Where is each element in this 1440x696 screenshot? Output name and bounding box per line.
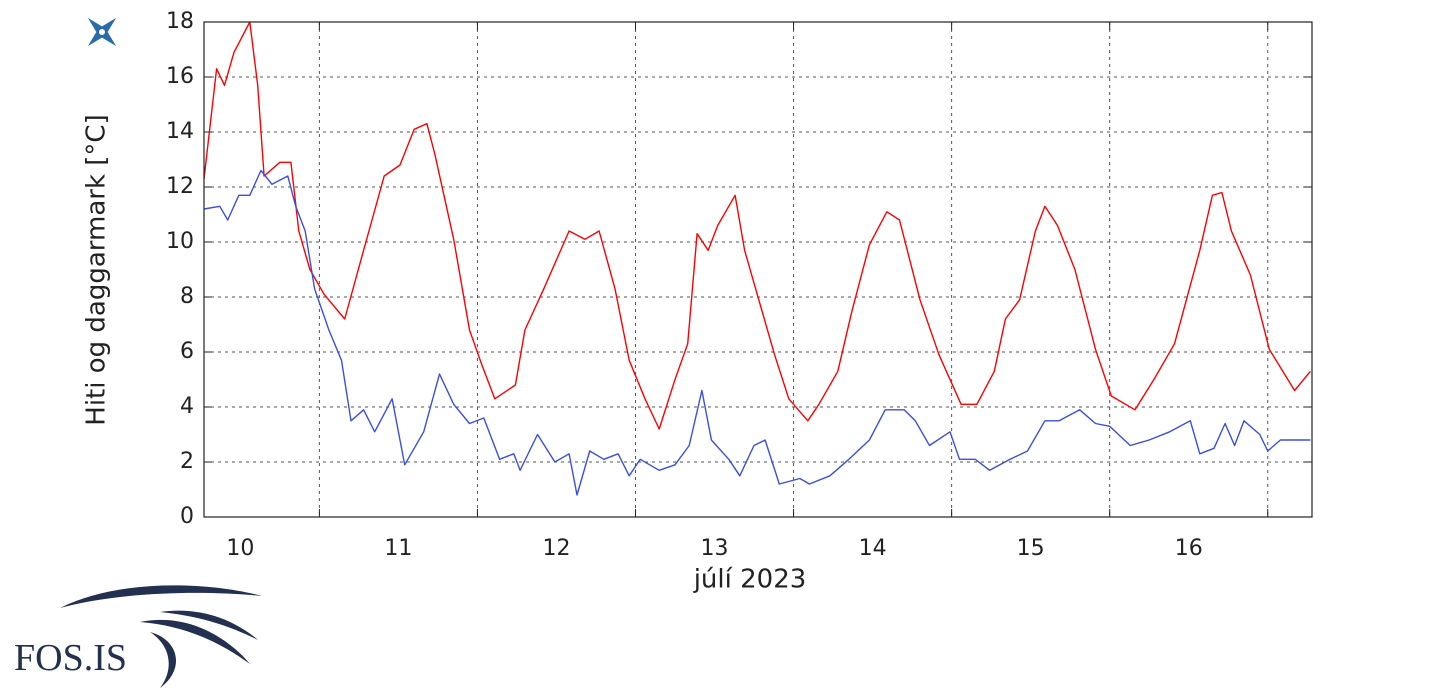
y-tick-label: 2 <box>180 449 194 474</box>
y-tick-label: 16 <box>166 64 194 89</box>
x-tick-label: 14 <box>859 536 887 561</box>
y-tick-label: 14 <box>166 119 194 144</box>
fos-logo: FOS.IS <box>14 585 262 688</box>
data-line <box>203 21 1311 430</box>
y-tick-label: 6 <box>180 339 194 364</box>
met-logo <box>87 17 117 47</box>
y-tick-label: 8 <box>180 284 194 309</box>
y-tick-label: 18 <box>166 9 194 34</box>
x-tick-label: 12 <box>542 536 570 561</box>
y-tick-label: 10 <box>166 229 194 254</box>
y-tick-label: 0 <box>180 504 194 529</box>
x-tick-label: 16 <box>1175 536 1203 561</box>
x-tick-label: 10 <box>226 536 254 561</box>
x-tick-label: 15 <box>1017 536 1045 561</box>
x-axis-label: júlí 2023 <box>693 565 807 595</box>
data-line <box>203 169 1311 496</box>
x-tick-label: 13 <box>701 536 729 561</box>
plot-frame <box>203 21 1313 518</box>
y-tick-label: 12 <box>166 174 194 199</box>
x-tick-label: 11 <box>384 536 412 561</box>
y-tick-label: 4 <box>180 394 194 419</box>
logo-text: FOS.IS <box>14 637 127 679</box>
y-axis-label: Hiti og daggarmark [°C] <box>82 114 112 425</box>
